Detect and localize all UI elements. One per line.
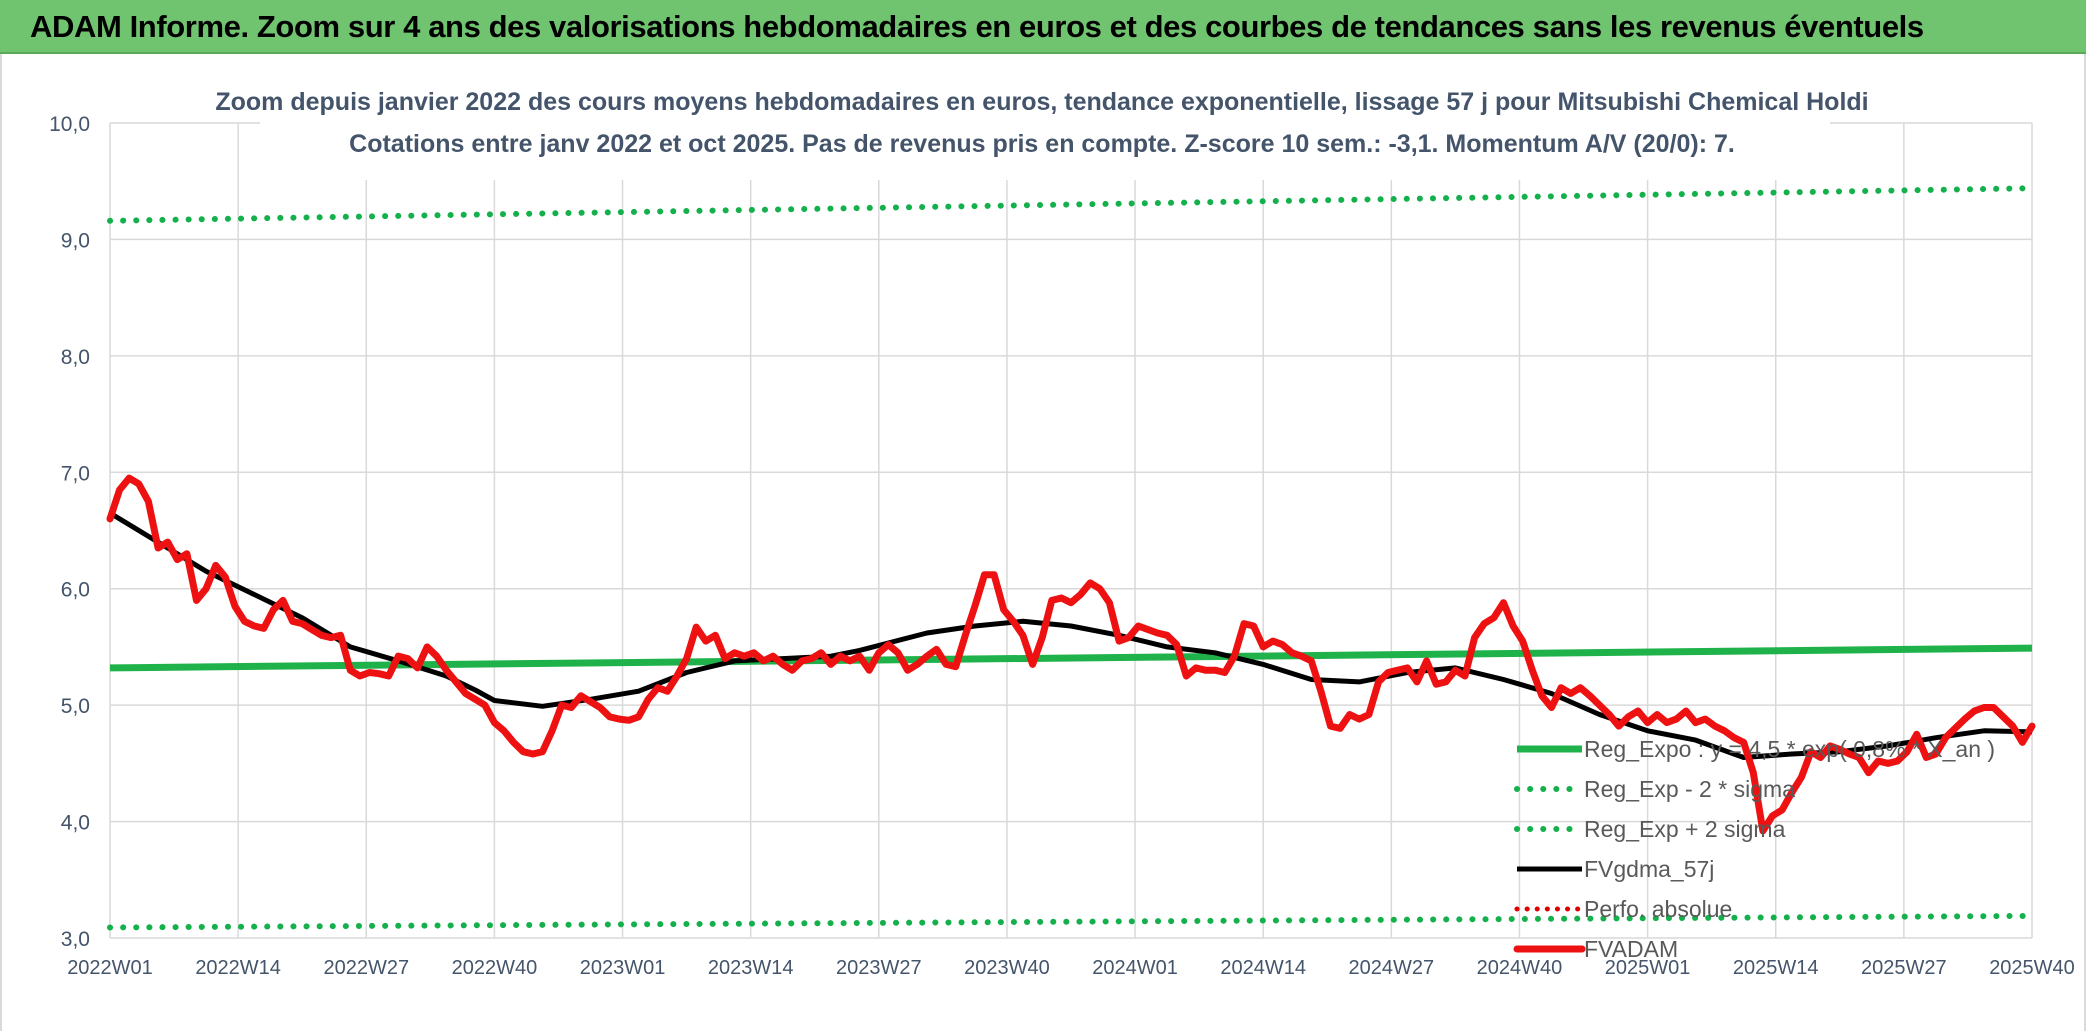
legend-entry-label: Reg_Exp - 2 * sigma <box>1584 776 1795 802</box>
y-tick-label: 3,0 <box>61 928 90 951</box>
x-tick-label: 2023W01 <box>580 957 666 979</box>
x-axis-tick-labels: 2022W01 2022W14 2022W27 2022W40 2023W01 2023W… <box>67 957 2075 979</box>
legend-entry-label: Perfo. absolue <box>1584 896 1732 922</box>
x-tick-label: 2023W27 <box>836 957 922 979</box>
x-tick-label: 2024W27 <box>1349 957 1435 979</box>
y-tick-label: 8,0 <box>61 346 90 369</box>
x-tick-label: 2023W40 <box>964 957 1050 979</box>
chart-subtitle: Cotations entre janv 2022 et oct 2025. P… <box>349 130 1735 158</box>
y-axis-tick-labels: 3,0 4,0 5,0 6,0 7,0 8,0 9,0 10,0 <box>49 113 90 951</box>
x-tick-label: 2024W14 <box>1220 957 1306 979</box>
chart-frame: 3,0 4,0 5,0 6,0 7,0 8,0 9,0 10,0 2022W01 2022W14… <box>0 54 2086 1031</box>
x-tick-label: 2023W14 <box>708 957 794 979</box>
y-tick-label: 9,0 <box>61 229 90 252</box>
legend-entry-label: FVADAM <box>1584 936 1678 962</box>
legend-entry-label: Reg_Expo : y = 4,5 * exp( 0,8% * X_an ) <box>1584 736 1995 762</box>
x-tick-label: 2022W27 <box>323 957 409 979</box>
chart-legend: Reg_Expo : y = 4,5 * exp( 0,8% * X_an ) R… <box>1513 736 1995 962</box>
x-tick-label: 2025W14 <box>1733 957 1819 979</box>
x-tick-label: 2022W40 <box>452 957 538 979</box>
series-fvgdma-57j <box>108 510 2033 760</box>
y-tick-label: 4,0 <box>61 812 90 835</box>
x-tick-label: 2025W27 <box>1861 957 1947 979</box>
chart-grid <box>109 122 2033 939</box>
x-tick-label: 2022W14 <box>195 957 281 979</box>
x-tick-label: 2025W40 <box>1989 957 2075 979</box>
y-tick-label: 7,0 <box>61 462 90 485</box>
chart-series <box>106 185 2036 931</box>
x-tick-label: 2025W01 <box>1605 957 1691 979</box>
x-tick-label: 2022W01 <box>67 957 153 979</box>
y-tick-label: 6,0 <box>61 579 90 602</box>
x-tick-label: 2024W40 <box>1477 957 1563 979</box>
chart-svg: 3,0 4,0 5,0 6,0 7,0 8,0 9,0 10,0 2022W01 2022W14… <box>49 80 2075 979</box>
series-reg-exp-minus-2-sigma <box>107 912 2035 931</box>
chart-title: Zoom depuis janvier 2022 des cours moyen… <box>215 88 1868 116</box>
x-tick-label: 2024W01 <box>1092 957 1178 979</box>
report-banner: ADAM Informe. Zoom sur 4 ans des valoris… <box>0 0 2086 54</box>
series-reg-expo <box>109 644 2033 672</box>
title-backdrop <box>260 80 1830 180</box>
y-tick-label: 5,0 <box>61 695 90 718</box>
report-title: ADAM Informe. Zoom sur 4 ans des valoris… <box>30 9 1924 44</box>
series-fvadam <box>106 474 2036 835</box>
series-reg-exp-plus-2-sigma <box>107 185 2035 224</box>
legend-entry-label: FVgdma_57j <box>1584 856 1714 882</box>
y-tick-label: 10,0 <box>49 113 90 136</box>
legend-entry-label: Reg_Exp + 2 sigma <box>1584 816 1786 842</box>
